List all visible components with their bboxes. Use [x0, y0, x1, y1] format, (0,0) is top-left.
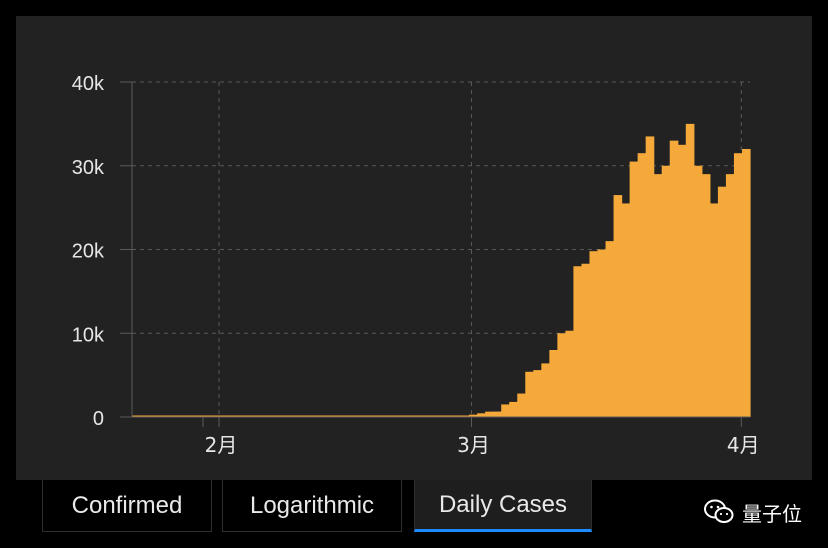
bar — [653, 174, 663, 417]
bar — [485, 411, 494, 417]
watermark-text: 量子位 — [742, 503, 802, 526]
bar — [509, 401, 518, 417]
bar — [180, 415, 189, 417]
bar — [533, 370, 542, 417]
bar — [276, 415, 286, 417]
bar — [172, 415, 181, 417]
tab-confirmed[interactable]: Confirmed — [42, 480, 212, 532]
bar — [445, 415, 454, 417]
bar — [685, 123, 695, 417]
bar — [388, 415, 398, 417]
bar — [677, 144, 687, 417]
bar — [557, 333, 567, 417]
bar — [428, 415, 438, 417]
bar — [461, 415, 470, 417]
wechat-icon — [704, 499, 734, 523]
bar — [693, 165, 703, 417]
bar — [300, 415, 310, 417]
tab-logarithmic-label: Logarithmic — [249, 491, 375, 519]
bar — [637, 153, 647, 417]
bar — [260, 415, 270, 417]
bar — [517, 393, 526, 417]
bar — [469, 414, 478, 417]
bar — [709, 203, 719, 417]
bar — [372, 415, 382, 417]
bar — [164, 415, 173, 417]
bar — [396, 415, 406, 417]
bar — [252, 415, 262, 417]
bar — [340, 415, 350, 417]
bar — [661, 165, 671, 417]
bar — [733, 153, 743, 417]
bar — [605, 241, 615, 417]
bar — [236, 415, 245, 417]
y-tick-label: 10k — [72, 324, 105, 346]
bar — [220, 415, 229, 417]
bar — [204, 415, 213, 417]
x-tick-label: 4月 — [727, 433, 760, 457]
bar — [629, 161, 639, 417]
bar — [356, 415, 366, 417]
bar — [581, 263, 591, 417]
bar — [156, 415, 165, 417]
axes — [120, 81, 750, 427]
bar — [140, 415, 149, 417]
bar — [132, 415, 141, 417]
tick-labels: 0 10k 20k 30k 40k 2月 3月 4月 — [72, 73, 760, 457]
bar — [228, 415, 237, 417]
tab-daily-cases[interactable]: Daily Cases — [414, 480, 592, 532]
bar — [284, 415, 294, 417]
y-tick-label: 30k — [72, 157, 105, 179]
bar — [669, 140, 679, 417]
bar — [364, 415, 374, 417]
y-tick-label: 20k — [72, 241, 105, 263]
bar — [541, 363, 550, 417]
y-tick-label: 0 — [93, 408, 104, 430]
bar — [380, 415, 390, 417]
bar — [613, 195, 623, 417]
bar — [589, 251, 599, 417]
bar — [316, 415, 326, 417]
bar — [549, 350, 558, 417]
bar — [436, 415, 446, 417]
bar — [196, 415, 205, 417]
bar — [725, 174, 735, 417]
tab-daily-cases-label: Daily Cases — [438, 490, 568, 518]
bar — [292, 415, 302, 417]
bar — [621, 203, 631, 417]
bar — [412, 415, 422, 417]
bar — [573, 266, 583, 417]
bar — [212, 415, 221, 417]
watermark: 量子位 — [704, 496, 802, 528]
bar — [420, 415, 430, 417]
bar — [741, 149, 751, 417]
bar — [332, 415, 342, 417]
bar — [477, 413, 486, 417]
bar — [493, 411, 502, 417]
x-tick-label: 2月 — [205, 433, 238, 457]
tab-confirmed-label: Confirmed — [71, 491, 183, 519]
tab-logarithmic[interactable]: Logarithmic — [222, 480, 402, 532]
bar — [701, 174, 711, 417]
bar — [717, 186, 727, 417]
x-tick-label: 3月 — [457, 433, 490, 457]
bar — [501, 404, 510, 417]
bar — [308, 415, 318, 417]
bar — [268, 415, 278, 417]
bar — [525, 371, 534, 417]
bar — [453, 415, 462, 417]
bar — [324, 415, 334, 417]
bar — [244, 415, 253, 417]
bar — [645, 136, 655, 417]
bar — [597, 249, 607, 417]
bar — [348, 415, 358, 417]
bar — [148, 415, 157, 417]
bar — [565, 330, 575, 417]
bar-series — [132, 123, 751, 417]
bar — [404, 415, 414, 417]
y-tick-label: 40k — [72, 73, 105, 95]
bar — [188, 415, 197, 417]
